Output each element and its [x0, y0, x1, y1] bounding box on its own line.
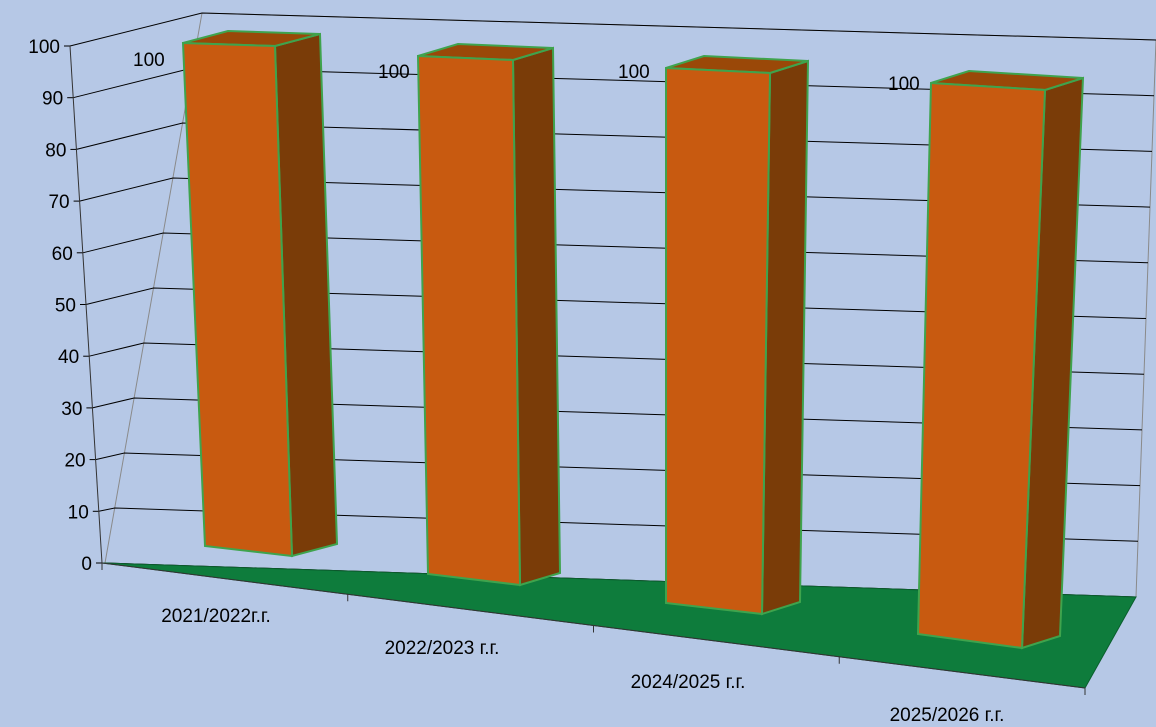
chart-floor [101, 562, 1137, 695]
y-tick-label: 10 [68, 502, 89, 523]
y-tick-label: 30 [61, 399, 82, 420]
data-label: 100 [378, 62, 410, 83]
bar-front [416, 54, 522, 587]
x-tick-label: 2025/2026 г.г. [890, 705, 1005, 726]
data-label: 100 [133, 50, 165, 71]
gridline [69, 12, 1156, 47]
y-tick-label: 40 [58, 347, 79, 368]
bar [416, 42, 562, 587]
gridline [76, 122, 1153, 152]
y-tick-labels: 0 10 20 30 40 50 60 70 80 90 100 [28, 37, 92, 575]
gridline [79, 177, 1151, 208]
y-tick-label: 20 [64, 451, 85, 472]
bar [181, 29, 339, 558]
x-tick-label: 2022/2023 г.г. [385, 638, 500, 659]
y-tick-label: 80 [45, 140, 66, 161]
data-label: 100 [888, 74, 920, 95]
data-label: 100 [618, 62, 650, 83]
gridline [89, 342, 1145, 375]
bar-front [181, 41, 294, 558]
y-tick-label: 70 [48, 192, 69, 213]
y-tick-label: 50 [55, 296, 76, 317]
gridline [85, 287, 1147, 319]
x-tick-label: 2021/2022г.г. [161, 606, 271, 627]
bars [181, 29, 1085, 650]
y-tick-label: 60 [52, 244, 73, 265]
bar-front [916, 81, 1047, 650]
y-axis-line [69, 45, 103, 564]
data-labels: 100 100 100 100 [133, 50, 920, 95]
bar [916, 69, 1085, 650]
bar-side [511, 46, 562, 587]
bar-front [665, 66, 772, 616]
y-tick-label: 100 [28, 37, 60, 58]
gridline [92, 397, 1143, 431]
y-tick-label: 0 [81, 554, 92, 575]
y-tick-label: 90 [42, 89, 63, 110]
gridline [82, 232, 1149, 264]
x-tick-labels: 2021/2022г.г. 2022/2023 г.г. 2024/2025 г… [161, 606, 1004, 726]
x-tick-label: 2024/2025 г.г. [631, 672, 746, 693]
bar [665, 54, 810, 616]
y-axis [69, 45, 103, 564]
